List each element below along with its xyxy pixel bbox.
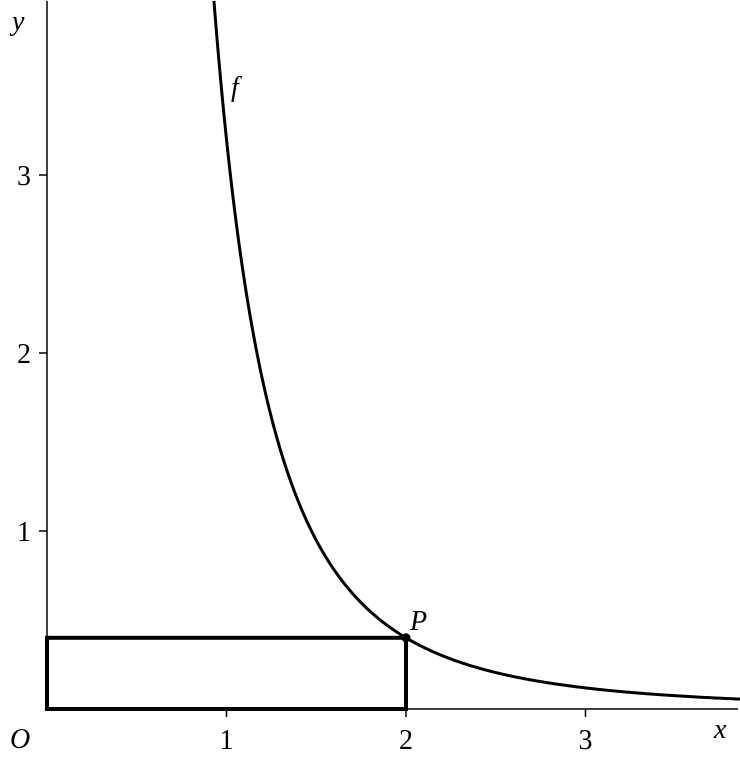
series-label-f: f [231, 72, 242, 103]
y-axis-label: y [9, 6, 25, 37]
x-tick-label: 2 [399, 725, 413, 756]
point-p [401, 633, 411, 643]
x-tick-label: 3 [579, 725, 593, 756]
rectangle [45, 635, 408, 711]
y-tick-label: 3 [17, 161, 31, 192]
y-tick-label: 1 [17, 517, 31, 548]
point-label-p: P [409, 606, 427, 637]
origin-label: O [10, 724, 30, 755]
curve-f [212, 0, 740, 701]
x-tick-label: 1 [220, 725, 234, 756]
x-axis-label: x [713, 714, 727, 745]
y-tick-label: 2 [17, 339, 31, 370]
